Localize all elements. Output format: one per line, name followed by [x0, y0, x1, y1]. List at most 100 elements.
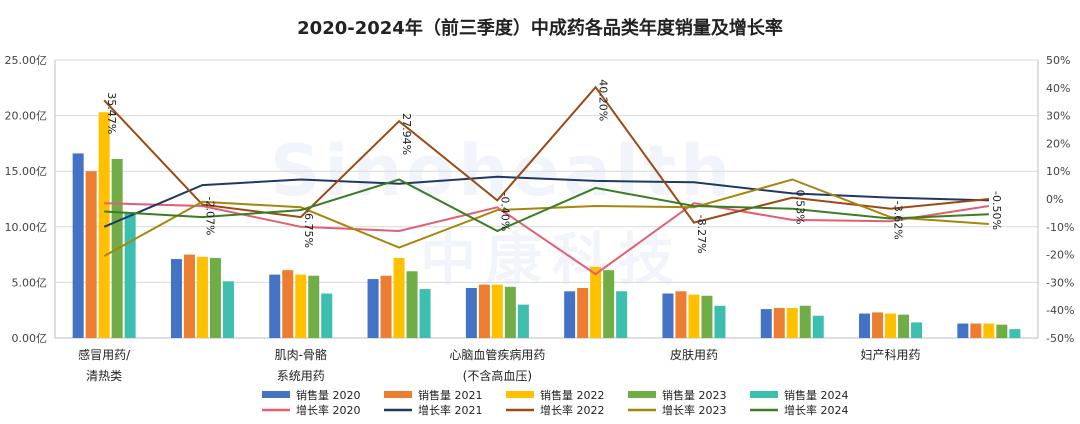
bar: [701, 295, 713, 338]
bar: [419, 289, 431, 338]
legend-label: 增长率 2020: [296, 403, 361, 417]
bar: [714, 305, 726, 338]
bar: [983, 323, 995, 338]
bar: [590, 266, 602, 338]
y-right-tick-label: -50%: [1046, 332, 1074, 345]
y-left-tick-label: 25.00亿: [5, 54, 48, 67]
bar: [760, 309, 772, 338]
bar: [209, 257, 221, 338]
legend-label: 销售量 2020: [296, 388, 361, 402]
data-label: -8.27%: [695, 215, 708, 254]
legend-swatch: [384, 391, 412, 398]
x-tick-label: 感冒用药/: [78, 347, 131, 362]
legend-label: 增长率 2022: [540, 403, 605, 417]
bar: [124, 213, 136, 338]
y-right-tick-label: 20%: [1046, 137, 1070, 150]
y-left-tick-label: 0.00亿: [12, 332, 48, 345]
y-right-tick-label: 0%: [1046, 193, 1063, 206]
y-left-tick-label: 15.00亿: [5, 165, 48, 178]
y-left-tick-label: 20.00亿: [5, 110, 48, 123]
y-left-tick-label: 5.00亿: [12, 276, 48, 289]
bar: [478, 284, 490, 338]
data-label: 0.53%: [793, 190, 806, 225]
bar: [970, 323, 982, 338]
bar: [675, 291, 687, 338]
bar: [321, 293, 333, 338]
bar: [872, 312, 884, 338]
bar: [812, 315, 824, 338]
bar: [380, 275, 392, 338]
x-tick-label: 心脑血管疾病用药: [449, 347, 545, 362]
bar: [196, 256, 208, 338]
bar: [898, 314, 910, 338]
legend-swatch: [262, 391, 290, 398]
y-right-tick-label: -20%: [1046, 249, 1074, 262]
series-line: [103, 175, 989, 228]
bar: [517, 304, 529, 338]
y-right-tick-label: -40%: [1046, 304, 1074, 317]
bar: [98, 112, 110, 338]
bar: [996, 324, 1008, 338]
series-line: [103, 178, 989, 257]
legend-label: 销售量 2024: [784, 388, 849, 402]
y-right-tick-label: -30%: [1046, 276, 1074, 289]
bar: [504, 286, 516, 338]
y-left-tick-label: 10.00亿: [5, 221, 48, 234]
data-label: -2.07%: [203, 197, 216, 236]
bar: [688, 294, 700, 338]
bar: [564, 291, 576, 338]
y-right-tick-label: 50%: [1046, 54, 1070, 67]
x-tick-label: 皮肤用药: [670, 347, 718, 362]
legend-label: 销售量 2021: [418, 388, 483, 402]
y-right-tick-label: -10%: [1046, 221, 1074, 234]
bar: [603, 270, 615, 338]
y-right-tick-label: 40%: [1046, 82, 1070, 95]
legend-label: 增长率 2023: [662, 403, 727, 417]
bar: [911, 322, 923, 338]
bar: [577, 287, 589, 338]
bar: [282, 270, 294, 338]
bar: [859, 313, 871, 338]
series-line: [104, 178, 989, 233]
x-tick-label: 系统用药: [277, 369, 325, 383]
data-label: 27.94%: [400, 113, 413, 155]
bar: [72, 153, 84, 338]
x-tick-label: (不含高血压): [463, 368, 532, 383]
bar: [183, 254, 195, 338]
y-right-tick-label: 30%: [1046, 110, 1070, 123]
bar: [269, 274, 281, 338]
bar: [406, 271, 418, 338]
data-label: -0.40%: [498, 192, 511, 231]
x-tick-label: 清热类: [86, 369, 122, 383]
legend-label: 销售量 2023: [662, 388, 727, 402]
bar: [367, 279, 379, 338]
bar: [616, 291, 628, 338]
bar: [393, 257, 405, 338]
x-tick-label: 妇产科用药: [861, 348, 921, 362]
bar: [222, 281, 234, 338]
bar: [662, 293, 674, 338]
bar: [465, 287, 477, 338]
legend-label: 增长率 2021: [418, 403, 483, 417]
bar: [786, 307, 798, 338]
bar: [308, 275, 320, 338]
legend-label: 销售量 2022: [540, 388, 605, 402]
legend-swatch: [750, 391, 778, 398]
legend-swatch: [628, 391, 656, 398]
bar: [885, 313, 897, 338]
legend-label: 增长率 2024: [784, 403, 849, 417]
bar: [773, 307, 785, 338]
bar: [295, 274, 307, 338]
chart-title: 2020-2024年（前三季度）中成药各品类年度销量及增长率: [297, 17, 783, 39]
data-label: 35.47%: [105, 92, 118, 134]
bar: [491, 284, 503, 338]
bar: [957, 323, 969, 338]
series-line: [104, 202, 990, 276]
series-line: [103, 85, 989, 224]
bar: [170, 259, 182, 338]
legend-swatch: [506, 391, 534, 398]
data-label: -6.75%: [302, 209, 315, 248]
bar: [1009, 329, 1021, 338]
